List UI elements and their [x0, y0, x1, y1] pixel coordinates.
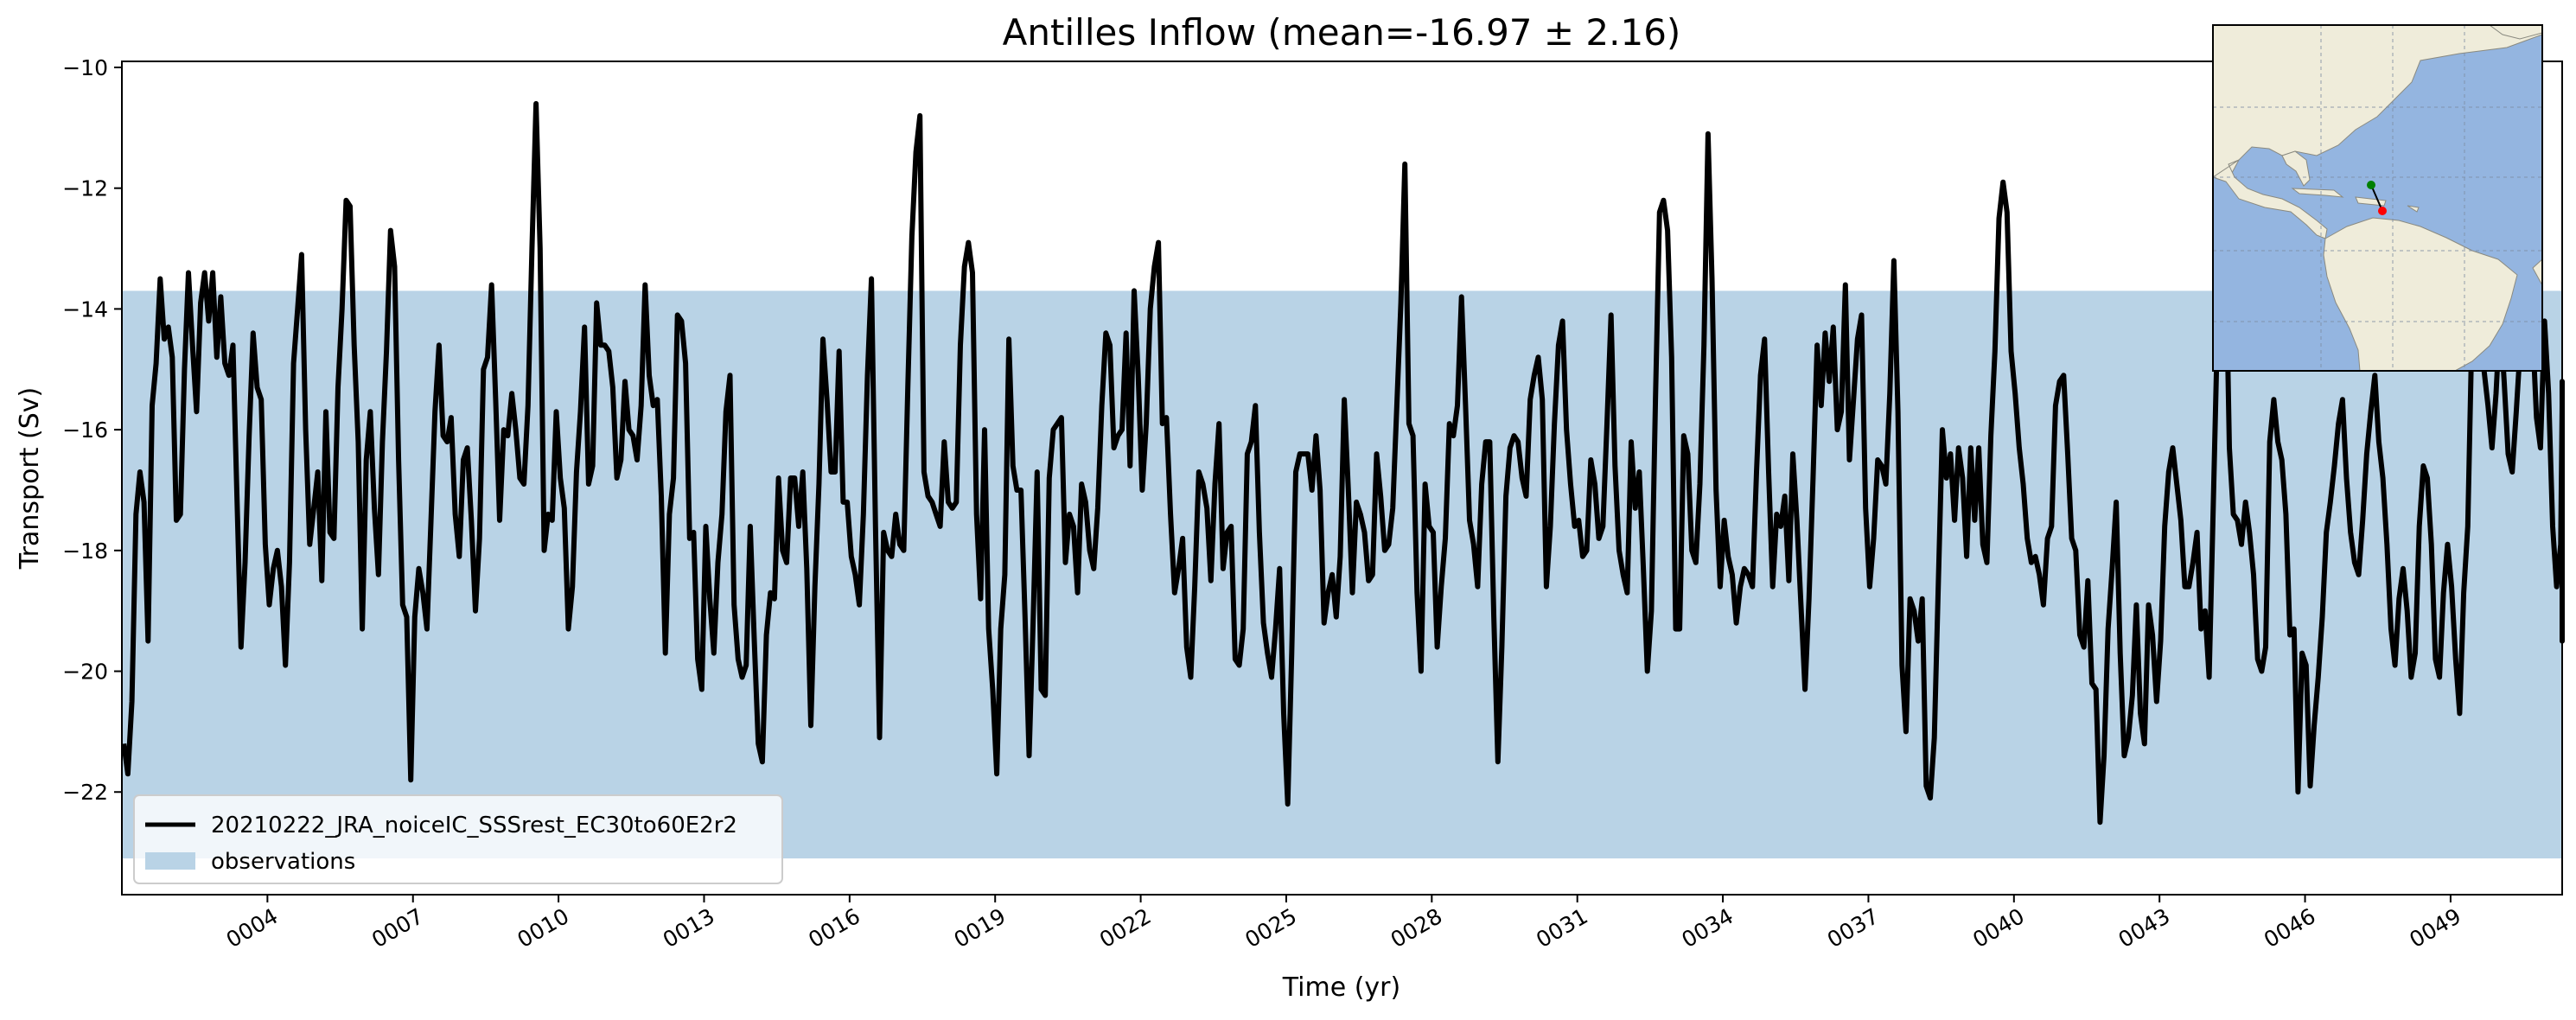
legend-series-label: 20210222_JRA_noiceIC_SSSrest_EC30to60E2r…: [211, 813, 737, 838]
y-axis: −22 −20 −18 −16 −14 −12 −10: [62, 55, 122, 805]
legend-box: [133, 794, 783, 884]
legend-observations-label: observations: [211, 849, 355, 875]
map-land-south-america: [2323, 217, 2518, 371]
map-land-central-america: [2213, 159, 2328, 239]
map-section-start-marker: [2367, 181, 2375, 189]
y-tick-label: −20: [62, 660, 108, 685]
plot-area: [121, 61, 2563, 896]
observations-band: [122, 290, 2562, 859]
map-section-line: [2370, 184, 2383, 212]
y-tick-label: −18: [62, 539, 108, 564]
observations-band-layer: [122, 290, 2562, 859]
x-axis-label: Time (yr): [1282, 972, 1400, 1003]
map-land-greenland: [2489, 25, 2542, 40]
series-layer: [121, 100, 2565, 826]
series-line-0: [121, 100, 2565, 826]
map-frame: [2212, 24, 2543, 372]
legend-observations-swatch: [145, 852, 195, 870]
chart-title: Antilles Inflow (mean=-16.97 ± 2.16): [1003, 11, 1681, 54]
legend: 20210222_JRA_noiceIC_SSSrest_EC30to60E2r…: [133, 794, 783, 884]
location-inset-map: [2212, 24, 2543, 372]
map-section-end-marker: [2378, 207, 2387, 215]
y-tick-label: −10: [62, 55, 108, 80]
map-land-north-africa: [2532, 258, 2542, 286]
y-tick-label: −16: [62, 418, 108, 443]
map-land-north-america: [2213, 25, 2542, 182]
y-tick-label: −22: [62, 780, 108, 805]
map-gridlines: [2213, 25, 2542, 371]
map-land-caribbean: [2291, 188, 2420, 213]
y-axis-label: Transport (Sv): [15, 387, 45, 571]
y-tick-label: −14: [62, 296, 108, 322]
y-tick-label: −12: [62, 176, 108, 201]
